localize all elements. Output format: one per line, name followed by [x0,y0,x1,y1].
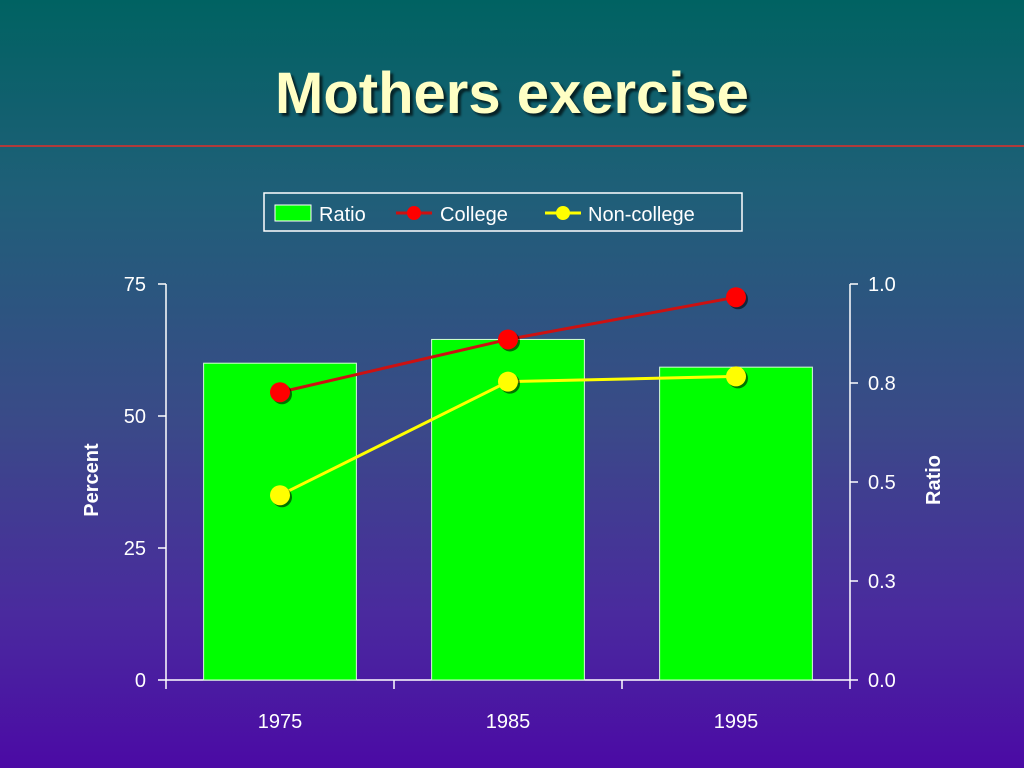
y-axis-title: Percent [81,443,103,517]
noncollege-point [270,485,290,506]
noncollege-point [726,366,746,387]
legend: Ratio College Non-college [263,192,743,232]
legend-noncollege-label: Non-college [588,204,695,226]
y2-tick-label: 0.5 [868,472,896,494]
y2-axis-title: Ratio [923,455,945,505]
college-point [270,382,290,403]
series-lines [270,287,748,508]
x-tick-label: 1985 [486,711,531,733]
bar-ratio [203,362,357,681]
axes: 0 25 50 75 0.0 0.3 0.5 0.8 1.0 1975 1985 1995 [124,274,896,733]
y2-tick-label: 1.0 [868,274,896,296]
y2-tick-label: 0.0 [868,670,896,692]
legend-college-label: College [440,204,508,226]
legend-frame [263,192,743,232]
legend-college-marker [407,206,421,220]
slide-title: Mothers exercise [275,61,749,126]
y-tick-label: 25 [124,538,146,560]
college-point [726,287,746,308]
noncollege-point [498,371,518,392]
y-tick-label: 0 [135,670,146,692]
bar-ratio [659,366,813,681]
y-tick-label: 75 [124,274,146,296]
legend-noncollege-marker [556,206,570,220]
bar-ratio [431,338,585,681]
title-divider [0,145,1024,147]
y2-tick-label: 0.3 [868,571,896,593]
legend-ratio-swatch [274,204,312,222]
x-tick-label: 1995 [714,711,759,733]
x-tick-label: 1975 [258,711,303,733]
ratio-bars [203,338,813,681]
college-point [498,329,518,350]
legend-ratio-label: Ratio [319,204,366,226]
y2-tick-label: 0.8 [868,373,896,395]
y-tick-label: 50 [124,406,146,428]
